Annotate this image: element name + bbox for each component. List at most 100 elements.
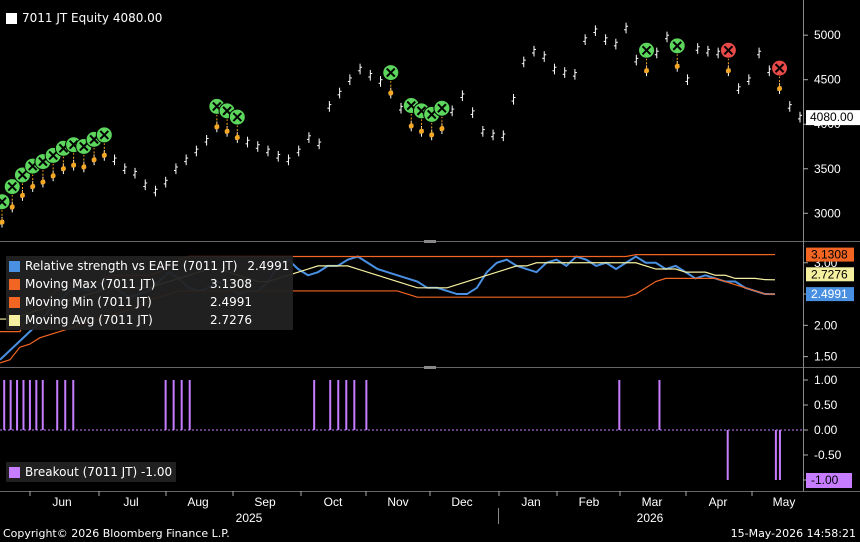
signal-dot	[439, 126, 445, 132]
signal-dot	[40, 179, 46, 185]
breakout-bar	[64, 380, 67, 430]
price-legend-swatch	[6, 12, 17, 24]
price-legend: 7011 JT Equity 4080.00	[6, 9, 163, 27]
breakout-bar	[313, 380, 316, 430]
rs-last-label-bg	[806, 287, 854, 302]
breakout-bar	[345, 380, 348, 430]
min-legend-swatch	[9, 296, 20, 308]
rs-last-label-bg	[806, 267, 854, 282]
breakout-bar	[329, 380, 332, 430]
buy-signal-icon	[7, 181, 17, 192]
breakout-last-label: -1.00	[811, 473, 839, 487]
rs-last-label-bg	[806, 247, 854, 262]
rs-last-label: 2.7276	[811, 267, 848, 281]
y-tick-label: 2.00	[814, 318, 838, 332]
signal-dot	[19, 192, 25, 198]
rs-legend: Relative strength vs EAFE (7011 JT) 2.499…	[6, 256, 294, 330]
x-tick-label: Aug	[187, 495, 208, 509]
signal-dot	[9, 204, 15, 210]
signal-dot	[30, 184, 36, 190]
buy-signal-icon	[386, 67, 396, 78]
signal-dot	[50, 173, 56, 179]
max-legend-value: 3.1308	[210, 277, 252, 291]
min-legend-value: 2.4991	[210, 295, 252, 309]
signal-dot	[674, 63, 680, 69]
breakout-legend-value: -1.00	[141, 465, 173, 479]
breakout-last-label-bg	[806, 473, 852, 488]
signal-dot	[91, 157, 97, 163]
avg-legend-swatch	[9, 314, 20, 326]
breakout-bar	[188, 380, 191, 430]
breakout-bar	[35, 380, 38, 430]
breakout-bar	[365, 380, 368, 430]
x-year-label: 2025	[236, 511, 263, 525]
rs-last-label: 2.4991	[811, 287, 848, 301]
breakout-bar	[726, 430, 729, 480]
x-tick-label: Jul	[123, 495, 138, 509]
breakout-bar	[618, 380, 621, 430]
breakout-legend: Breakout (7011 JT) -1.00	[6, 462, 177, 482]
y-tick-label: 3500	[814, 162, 841, 176]
signal-dot	[418, 128, 424, 134]
y-tick-label: 1.50	[814, 350, 838, 364]
x-tick-label: Mar	[642, 495, 663, 509]
x-tick-label: Jan	[521, 495, 540, 509]
buy-signal-icon	[437, 103, 447, 113]
rs-legend-swatch	[9, 260, 20, 272]
panel-resize-handle	[424, 240, 436, 243]
price-last-label-bg	[806, 110, 860, 126]
breakout-legend-name: Breakout (7011 JT)	[25, 465, 138, 479]
signal-dot	[408, 123, 414, 129]
buy-signal-icon	[0, 196, 7, 207]
buy-signal-icon	[641, 45, 652, 56]
breakout-bar	[180, 380, 183, 430]
breakout-bar	[774, 430, 777, 480]
buy-signal-icon	[232, 112, 243, 122]
signal-dot	[725, 68, 731, 74]
signal-dot	[777, 86, 783, 92]
breakout-bar	[778, 430, 781, 480]
breakout-bar	[41, 380, 44, 430]
x-tick-label: May	[773, 495, 796, 509]
breakout-bar	[22, 380, 25, 430]
min-legend-name: Moving Min (7011 JT)	[25, 295, 152, 309]
x-year-label: 2026	[637, 511, 664, 525]
signal-dot	[0, 219, 5, 225]
buy-signal-icon	[17, 170, 28, 180]
y-tick-label: 1.00	[814, 373, 838, 387]
signal-dot	[71, 162, 77, 168]
signal-dot	[234, 135, 240, 141]
y-tick-label: 5000	[814, 28, 841, 42]
price-last-label: 4080.00	[810, 110, 854, 124]
rs-last-label: 3.1308	[811, 248, 848, 262]
copyright: Copyright© 2026 Bloomberg Finance L.P.	[3, 527, 230, 540]
sell-signal-icon	[774, 63, 785, 73]
breakout-bar	[9, 380, 12, 430]
avg-legend-name: Moving Avg (7011 JT)	[25, 313, 153, 327]
avg-legend-value: 2.7276	[210, 313, 252, 327]
breakout-bar	[16, 380, 19, 430]
signal-dot	[644, 68, 650, 74]
rs-legend-value: 2.4991	[247, 259, 290, 273]
x-tick-label: Dec	[451, 495, 472, 509]
buy-signal-icon	[672, 41, 682, 51]
breakout-bar	[172, 380, 175, 430]
y-tick-label: 3000	[814, 206, 841, 220]
price-legend-name: 7011 JT Equity	[22, 11, 109, 25]
y-tick-label: 0.00	[814, 423, 838, 437]
buy-signal-icon	[79, 141, 89, 152]
sell-signal-icon	[723, 45, 734, 56]
y-tick-label: 4500	[814, 73, 841, 87]
x-tick-label: Apr	[709, 495, 728, 509]
panel-resize-handle	[424, 366, 436, 369]
breakout-bar	[72, 380, 75, 430]
breakout-bar	[3, 380, 6, 430]
max-legend-swatch	[9, 278, 20, 290]
buy-signal-icon	[99, 130, 110, 140]
signal-dot	[388, 90, 394, 96]
signal-dot	[81, 164, 87, 170]
breakout-bar	[353, 380, 356, 430]
signal-dot	[214, 124, 220, 130]
timestamp: 15-May-2026 14:58:21	[730, 527, 856, 540]
x-tick-label: Jun	[52, 495, 71, 509]
